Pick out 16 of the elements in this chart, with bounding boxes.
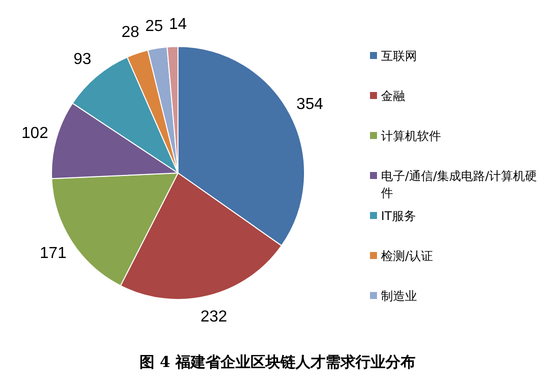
- legend-label: 电子/通信/集成电路/计算机硬件: [381, 168, 538, 202]
- data-label: 354: [296, 96, 324, 113]
- legend-label: IT服务: [381, 208, 416, 225]
- legend-label: 金融: [381, 88, 405, 105]
- legend-label: 制造业: [381, 288, 417, 305]
- legend-label: 检测/认证: [381, 248, 434, 265]
- legend-label: 互联网: [381, 48, 417, 65]
- legend-label: 计算机软件: [381, 128, 441, 145]
- data-label: 93: [73, 50, 92, 68]
- data-label: 14: [169, 16, 187, 34]
- data-label: 232: [200, 308, 228, 326]
- data-label: 25: [145, 18, 164, 35]
- text: 图 4 福建省企业区块链人才需求行业分布: [138, 353, 416, 372]
- data-label: 102: [22, 124, 48, 142]
- data-label: 28: [121, 24, 140, 41]
- data-label: 171: [40, 244, 67, 262]
